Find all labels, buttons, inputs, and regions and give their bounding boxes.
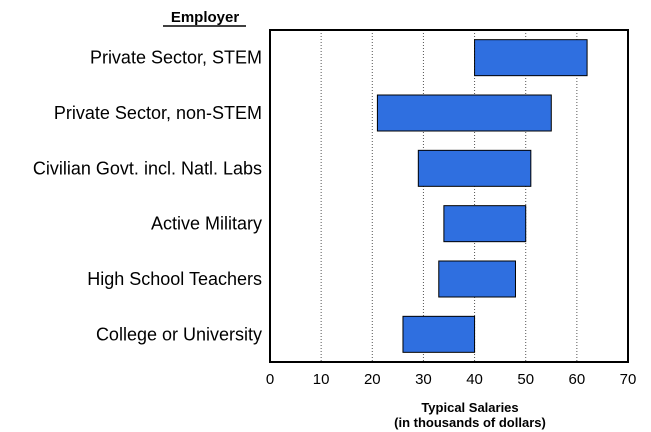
x-axis-ticks: 0 10 20 30 40 50 60 70 <box>266 371 637 388</box>
salary-range-bar <box>376 94 552 132</box>
x-tick-label: 10 <box>313 371 330 388</box>
gridlines <box>320 30 578 362</box>
salary-range-bar <box>417 149 532 187</box>
salary-range-bar <box>474 39 588 77</box>
x-tick-label: 20 <box>364 371 381 388</box>
x-axis-title-line2: (in thousands of dollars) <box>394 415 546 430</box>
bars <box>376 39 588 353</box>
category-label: Civilian Govt. incl. Natl. Labs <box>33 158 262 178</box>
x-tick-label: 40 <box>466 371 483 388</box>
x-tick-label: 50 <box>517 371 534 388</box>
category-labels: Private Sector, STEM Private Sector, non-… <box>33 48 262 345</box>
x-tick-label: 60 <box>569 371 586 388</box>
salary-range-bar <box>443 205 527 243</box>
x-tick-label: 0 <box>266 371 274 388</box>
salary-range-bar <box>402 315 476 353</box>
category-label: Private Sector, non-STEM <box>54 103 262 123</box>
category-label: Active Military <box>151 214 262 234</box>
category-label: High School Teachers <box>87 269 262 289</box>
x-tick-label: 70 <box>620 371 637 388</box>
salary-range-bar <box>438 260 516 298</box>
x-axis-title-line1: Typical Salaries <box>421 400 518 415</box>
category-label: Private Sector, STEM <box>90 48 262 68</box>
x-tick-label: 30 <box>415 371 432 388</box>
category-label: College or University <box>96 324 262 344</box>
plot-area <box>269 29 629 363</box>
category-header: Employer <box>171 9 240 26</box>
